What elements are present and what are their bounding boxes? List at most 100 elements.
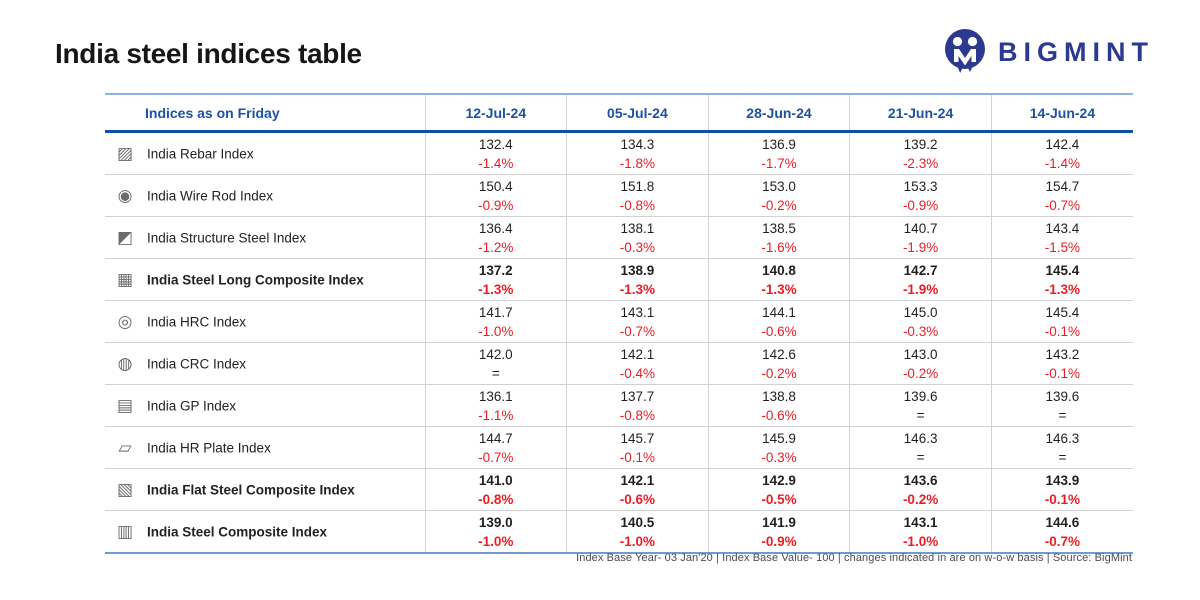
header-date-5: 14-Jun-24	[990, 93, 1133, 133]
wow-change: =	[491, 365, 500, 381]
index-value-cell: 140.5 -1.0%	[566, 510, 709, 554]
wow-change: -0.1%	[1044, 323, 1081, 339]
index-name: India Rebar Index	[147, 146, 254, 161]
index-value: 142.7	[903, 262, 938, 278]
index-value: 134.3	[620, 136, 655, 152]
index-value: 143.1	[903, 514, 938, 530]
wow-change: -1.3%	[761, 281, 797, 297]
index-value: 138.8	[762, 388, 796, 404]
index-value: 140.8	[762, 262, 796, 278]
index-value-cell: 139.2 -2.3%	[849, 131, 992, 175]
index-label-cell: ◩ India Structure Steel Index	[105, 216, 425, 259]
wow-change: -0.2%	[761, 365, 797, 381]
index-value: 142.4	[1045, 136, 1080, 152]
index-name: India Flat Steel Composite Index	[147, 482, 355, 497]
index-value-cell: 137.7 -0.8%	[566, 384, 709, 427]
index-name: India Wire Rod Index	[147, 188, 274, 203]
table-row: ◎ India HRC Index 141.7 -1.0% 143.1 -0.7% 144.…	[105, 300, 1133, 343]
wow-change: -0.6%	[619, 491, 656, 507]
index-value-cell: 140.8 -1.3%	[707, 258, 850, 301]
index-value: 145.4	[1045, 304, 1080, 320]
index-value: 143.2	[1045, 346, 1080, 362]
index-value: 142.6	[762, 346, 796, 362]
table-row: ▤ India GP Index 136.1 -1.1% 137.7 -0.8% 138.8…	[105, 384, 1133, 427]
index-value-cell: 153.3 -0.9%	[849, 174, 992, 217]
wow-change: -0.1%	[1044, 365, 1081, 381]
index-value-cell: 143.4 -1.5%	[990, 216, 1133, 259]
index-value: 140.7	[903, 220, 938, 236]
table-row: ▱ India HR Plate Index 144.7 -0.7% 145.7 -0.1…	[105, 426, 1133, 469]
index-label-cell: ◉ India Wire Rod Index	[105, 174, 425, 217]
wow-change: -1.4%	[1044, 155, 1081, 171]
index-value: 150.4	[478, 178, 513, 194]
index-value: 153.3	[903, 178, 938, 194]
index-value: 142.0	[478, 346, 513, 362]
wow-change: -0.3%	[761, 449, 797, 465]
index-value: 144.7	[478, 430, 513, 446]
table-row: ◉ India Wire Rod Index 150.4 -0.9% 151.8 -0.8…	[105, 174, 1133, 217]
table-row: ▦ India Steel Long Composite Index 137.2 -1…	[105, 258, 1133, 301]
index-value-cell: 140.7 -1.9%	[849, 216, 992, 259]
index-value: 140.5	[620, 514, 655, 530]
index-value: 141.7	[478, 304, 513, 320]
index-value-cell: 138.8 -0.6%	[707, 384, 850, 427]
wow-change: -1.0%	[619, 533, 656, 549]
index-value-cell: 139.0 -1.0%	[424, 510, 567, 554]
index-value: 145.4	[1045, 262, 1080, 278]
index-name: India CRC Index	[147, 356, 247, 371]
index-value-cell: 142.4 -1.4%	[990, 131, 1133, 175]
index-value-cell: 137.2 -1.3%	[424, 258, 567, 301]
index-value-cell: 142.6 -0.2%	[707, 342, 850, 385]
index-value-cell: 141.9 -0.9%	[707, 510, 850, 554]
wow-change: -0.8%	[478, 491, 514, 507]
index-value: 139.2	[903, 136, 938, 152]
index-value-cell: 143.6 -0.2%	[849, 468, 992, 511]
table-row: ◍ India CRC Index 142.0 = 142.1 -0.4% 142.6 -0.…	[105, 342, 1133, 385]
index-value: 141.0	[478, 472, 513, 488]
index-name: India HR Plate Index	[147, 440, 271, 455]
wow-change: -1.8%	[619, 155, 656, 171]
index-name: India Steel Composite Index	[147, 524, 328, 539]
index-value: 144.6	[1045, 514, 1080, 530]
header-date-4: 21-Jun-24	[849, 93, 992, 133]
bigmint-wordmark: BIGMINT	[998, 36, 1154, 67]
table-row: ▥ India Steel Composite Index 139.0 -1.0% 14…	[105, 510, 1133, 554]
wow-change: -1.3%	[619, 281, 656, 297]
wow-change: -0.3%	[619, 239, 656, 255]
index-value: 151.8	[620, 178, 655, 194]
wow-change: -0.6%	[761, 323, 797, 339]
index-value: 154.7	[1045, 178, 1080, 194]
steel-composite-icon: ▥	[116, 521, 134, 541]
index-value: 146.3	[903, 430, 938, 446]
index-name: India GP Index	[147, 398, 237, 413]
wow-change: -0.9%	[902, 197, 939, 213]
index-label-cell: ▧ India Flat Steel Composite Index	[105, 468, 425, 511]
index-value: 136.4	[478, 220, 513, 236]
index-value: 139.6	[1045, 388, 1080, 404]
wow-change: -1.6%	[761, 239, 797, 255]
index-value-cell: 142.7 -1.9%	[849, 258, 992, 301]
indices-table-body: ▨ India Rebar Index 132.4 -1.4% 134.3 -1.8% 13…	[105, 131, 1133, 554]
wow-change: -0.9%	[478, 197, 514, 213]
index-value-cell: 134.3 -1.8%	[566, 131, 709, 175]
index-value: 139.0	[478, 514, 513, 530]
index-value: 146.3	[1045, 430, 1080, 446]
index-value-cell: 143.1 -0.7%	[566, 300, 709, 343]
wow-change: -0.1%	[1044, 491, 1081, 507]
index-value: 132.4	[478, 136, 513, 152]
index-value-cell: 145.4 -0.1%	[990, 300, 1133, 343]
index-value-cell: 146.3 =	[849, 426, 992, 469]
wow-change: -0.8%	[619, 197, 656, 213]
wow-change: -1.9%	[902, 239, 939, 255]
wow-change: -1.0%	[902, 533, 939, 549]
index-value-cell: 132.4 -1.4%	[424, 131, 567, 175]
wow-change: -0.7%	[1044, 533, 1081, 549]
page-title: India steel indices table	[55, 38, 362, 69]
rebar-icon: ▨	[116, 143, 134, 163]
wow-change: -0.7%	[619, 323, 656, 339]
index-name: India Steel Long Composite Index	[147, 272, 364, 287]
wow-change: -1.0%	[478, 323, 514, 339]
wire-rod-coil-icon: ◉	[117, 185, 133, 205]
wow-change: -0.9%	[761, 533, 797, 549]
index-label-cell: ▦ India Steel Long Composite Index	[105, 258, 425, 301]
